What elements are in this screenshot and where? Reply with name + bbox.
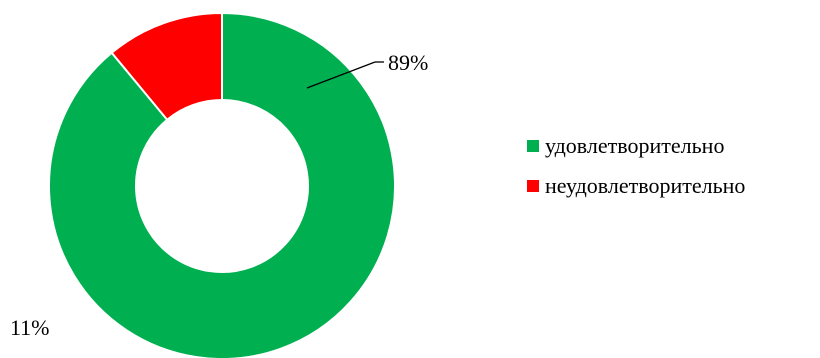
legend-item-1: неудовлетворительно	[527, 173, 746, 198]
legend-swatch-1	[527, 180, 539, 192]
data-label-1: 11%	[10, 315, 50, 340]
slice-1	[110, 11, 223, 122]
legend-label-0: удовлетворительно	[545, 133, 725, 158]
legend-swatch-0	[527, 140, 539, 152]
legend-label-1: неудовлетворительно	[545, 173, 746, 198]
leader-line-0	[306, 61, 376, 89]
data-label-0: 89%	[388, 50, 428, 75]
slice-0	[48, 11, 396, 358]
legend: удовлетворительно неудовлетворительно	[527, 133, 746, 214]
legend-item-0: удовлетворительно	[527, 133, 745, 158]
